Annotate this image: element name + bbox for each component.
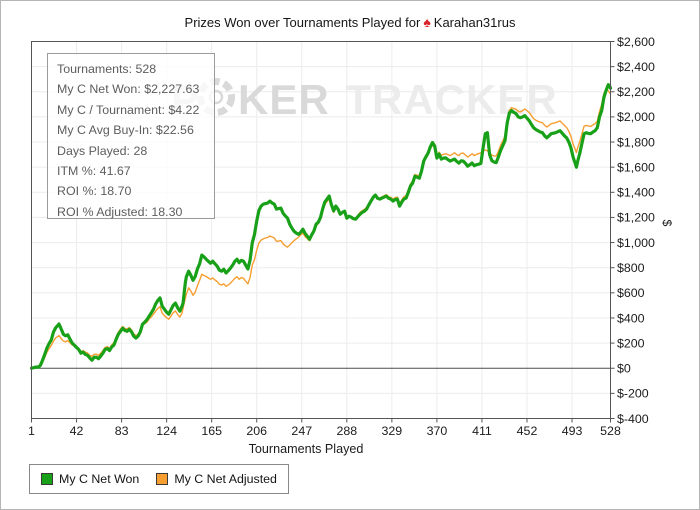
plot-border — [31, 41, 611, 419]
chart-series — [29, 83, 613, 370]
y-tick-label: $1,800 — [617, 135, 655, 149]
y-tick-label: $600 — [617, 286, 645, 300]
y-tick-label: $1,000 — [617, 236, 655, 250]
x-axis-title: Tournaments Played — [249, 442, 364, 456]
stat-line-tournaments: Tournaments: 528 — [57, 62, 157, 76]
stat-line-net-won: My C Net Won: $2,227.63 — [57, 82, 200, 97]
y-tick-label: $0 — [617, 362, 631, 376]
svg-text:P KER TRACKER: P KER TRACKER — [171, 76, 558, 123]
legend-label-net-adjusted: My C Net Adjusted — [174, 472, 277, 486]
chart-title: Prizes Won over Tournaments Played for ♠ K… — [1, 14, 699, 30]
stat-line-days-played: Days Played: 28 — [57, 143, 148, 158]
stat-line-itm: ITM %: 41.67 — [57, 164, 131, 179]
y-tick-label: $800 — [617, 261, 645, 275]
legend-item-net-adjusted: My C Net Adjusted — [156, 472, 277, 486]
legend-swatch-orange — [156, 473, 169, 485]
chart-axes — [31, 41, 615, 423]
y-tick-label: $400 — [617, 311, 645, 325]
y-tick-label: $-400 — [617, 412, 649, 426]
stats-panel: Tournaments: 528 My C Net Won: $2,227.63… — [47, 53, 215, 219]
legend-label-net-won: My C Net Won — [59, 472, 140, 486]
x-tick-label: 124 — [156, 424, 177, 438]
x-tick-label: 1 — [28, 424, 35, 438]
y-tick-label: $2,600 — [617, 35, 655, 49]
pokertracker-watermark: P KER TRACKER — [171, 76, 558, 123]
x-tick-label: 329 — [382, 424, 403, 438]
legend-item-net-won: My C Net Won — [41, 472, 139, 486]
y-tick-label: $-200 — [617, 387, 649, 401]
x-tick-label: 528 — [600, 424, 621, 438]
x-tick-label: 411 — [472, 424, 492, 438]
x-tick-label: 370 — [427, 424, 448, 438]
y-tick-label: $2,000 — [617, 110, 655, 124]
y-tick-label: $1,200 — [617, 211, 655, 225]
stat-line-per-tournament: My C / Tournament: $4.22 — [57, 102, 200, 117]
series-my-c-net-won — [29, 83, 613, 370]
stat-line-roi: ROI %: 18.70 — [57, 184, 132, 199]
x-tick-label: 452 — [517, 424, 538, 438]
x-tick-label: 288 — [336, 424, 357, 438]
y-tick-label: $2,400 — [617, 60, 655, 74]
y-axis-unit: $ — [660, 220, 674, 227]
x-tick-label: 206 — [246, 424, 267, 438]
player-name: Karahan31rus — [433, 15, 516, 30]
watermark-text-ker: KER — [238, 76, 330, 123]
y-tick-label: $200 — [617, 336, 645, 350]
legend-swatch-green — [41, 473, 53, 485]
stat-line-roi-adjusted: ROI % Adjusted: 18.30 — [57, 204, 183, 219]
x-tick-label: 83 — [115, 424, 129, 438]
x-tick-label: 493 — [562, 424, 583, 438]
x-tick-label: 247 — [291, 424, 312, 438]
chart-title-text: Prizes Won over Tournaments Played for — [184, 15, 421, 30]
watermark-text-tracker: TRACKER — [345, 76, 557, 123]
legend: My C Net Won My C Net Adjusted — [29, 464, 289, 494]
stat-line-avg-buyin: My C Avg Buy-In: $22.56 — [57, 123, 194, 138]
y-tick-label: $2,200 — [617, 85, 655, 99]
pokerstars-spade-icon: ♠ — [423, 14, 431, 30]
y-tick-label: $1,600 — [617, 160, 655, 174]
x-tick-label: 42 — [70, 424, 84, 438]
axis-labels: 1 42 83 124 165 206 247 288 329 370 411 452 493 528 $2… — [28, 35, 674, 456]
y-tick-label: $1,400 — [617, 186, 655, 200]
x-tick-label: 165 — [201, 424, 222, 438]
